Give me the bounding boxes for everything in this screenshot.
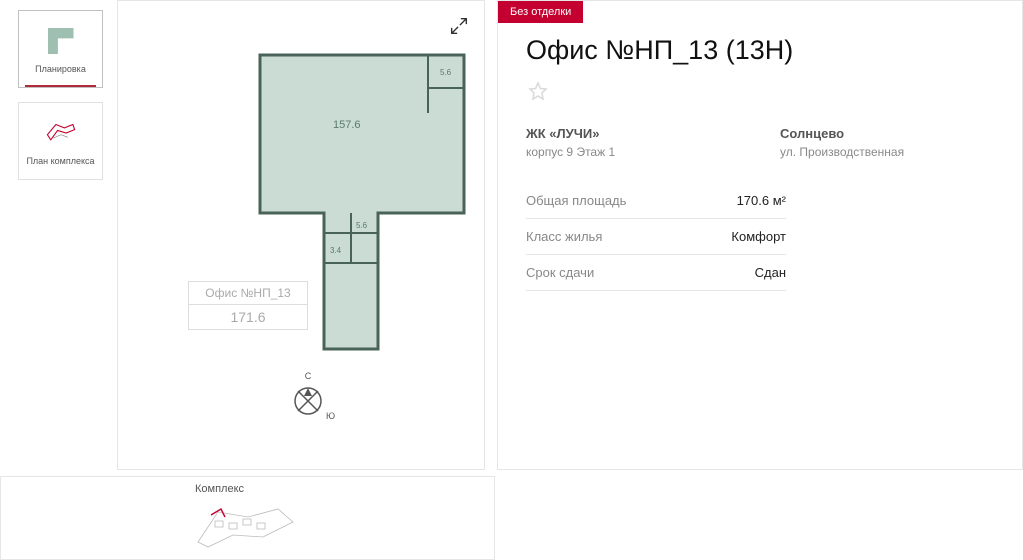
spec-row: Класс жилья Комфорт bbox=[526, 219, 786, 255]
specs-table: Общая площадь 170.6 м² Класс жилья Комфо… bbox=[526, 183, 786, 291]
room-main-label: 157.6 bbox=[333, 119, 361, 131]
room-small1-label: 5.6 bbox=[440, 68, 452, 77]
svg-text:С: С bbox=[305, 371, 312, 381]
spec-key: Класс жилья bbox=[526, 229, 602, 244]
page-title: Офис №НП_13 (13Н) bbox=[526, 35, 994, 66]
spec-val: Комфорт bbox=[731, 229, 786, 244]
spec-val: Сдан bbox=[755, 265, 786, 280]
plan-caption-area: 171.6 bbox=[188, 304, 308, 330]
expand-icon[interactable] bbox=[448, 15, 470, 37]
project-sub: корпус 9 Этаж 1 bbox=[526, 145, 740, 159]
spec-val: 170.6 м² bbox=[737, 193, 786, 208]
compass-icon: С Ю bbox=[278, 371, 338, 431]
complex-icon bbox=[44, 116, 78, 150]
complex-mini-map bbox=[193, 497, 303, 552]
spec-row: Общая площадь 170.6 м² bbox=[526, 183, 786, 219]
favorite-button[interactable] bbox=[526, 80, 550, 104]
plan-panel: 157.6 5.6 5.6 3.4 Офис №НП_13 171.6 С Ю bbox=[117, 0, 485, 470]
details-panel: Без отделки Офис №НП_13 (13Н) ЖК «ЛУЧИ» … bbox=[497, 0, 1023, 470]
info-row: ЖК «ЛУЧИ» корпус 9 Этаж 1 Солнцево ул. П… bbox=[526, 126, 994, 159]
complex-strip-label: Комплекс bbox=[195, 483, 480, 495]
plan-caption-name: Офис №НП_13 bbox=[188, 281, 308, 304]
svg-text:Ю: Ю bbox=[326, 411, 335, 421]
finish-badge: Без отделки bbox=[498, 1, 583, 23]
spec-key: Общая площадь bbox=[526, 193, 626, 208]
complex-strip: Комплекс bbox=[0, 476, 495, 560]
location-name: Солнцево bbox=[780, 126, 994, 141]
thumbnail-column: Планировка План комплекса bbox=[0, 0, 105, 470]
location-block: Солнцево ул. Производственная bbox=[780, 126, 994, 159]
project-block: ЖК «ЛУЧИ» корпус 9 Этаж 1 bbox=[526, 126, 740, 159]
plan-caption: Офис №НП_13 171.6 bbox=[188, 281, 308, 330]
spec-row: Срок сдачи Сдан bbox=[526, 255, 786, 291]
project-name: ЖК «ЛУЧИ» bbox=[526, 126, 740, 141]
thumb-layout-label: Планировка bbox=[35, 64, 86, 74]
thumb-complex-label: План комплекса bbox=[26, 156, 94, 166]
location-sub: ул. Производственная bbox=[780, 145, 994, 159]
thumb-layout[interactable]: Планировка bbox=[18, 10, 103, 88]
room-small3-label: 3.4 bbox=[330, 246, 342, 255]
layout-icon bbox=[44, 24, 78, 58]
spec-key: Срок сдачи bbox=[526, 265, 594, 280]
thumb-complex[interactable]: План комплекса bbox=[18, 102, 103, 180]
room-small2-label: 5.6 bbox=[356, 221, 368, 230]
